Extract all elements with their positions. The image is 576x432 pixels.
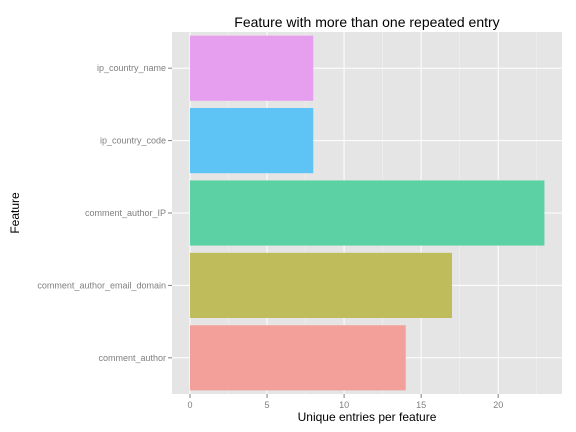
x-tick-label: 15: [416, 400, 426, 410]
bar-comment-author: [190, 325, 406, 391]
bar-comment-author-email-domain: [190, 252, 452, 318]
y-axis-title: Feature: [8, 192, 22, 234]
bar-ip-country-code: [190, 108, 314, 174]
bar-comment-author-IP: [190, 180, 545, 246]
x-axis-title: Unique entries per feature: [298, 410, 437, 424]
y-tick-label: comment_author_IP: [85, 208, 166, 218]
x-tick-label: 20: [493, 400, 503, 410]
y-tick-label: ip_country_code: [100, 136, 166, 146]
x-tick-label: 5: [265, 400, 270, 410]
y-axis-ticks: comment_author comment_author_email_domai…: [37, 63, 172, 363]
y-tick-label: comment_author: [98, 353, 166, 363]
chart-title: Feature with more than one repeated entr…: [234, 14, 499, 30]
y-tick-label: comment_author_email_domain: [37, 280, 166, 290]
bar-ip-country-name: [190, 35, 314, 101]
y-tick-label: ip_country_name: [97, 63, 166, 73]
x-tick-label: 10: [339, 400, 349, 410]
x-axis-ticks: 0 5 10 15 20: [187, 394, 503, 410]
bars: [190, 35, 545, 391]
x-tick-label: 0: [187, 400, 192, 410]
